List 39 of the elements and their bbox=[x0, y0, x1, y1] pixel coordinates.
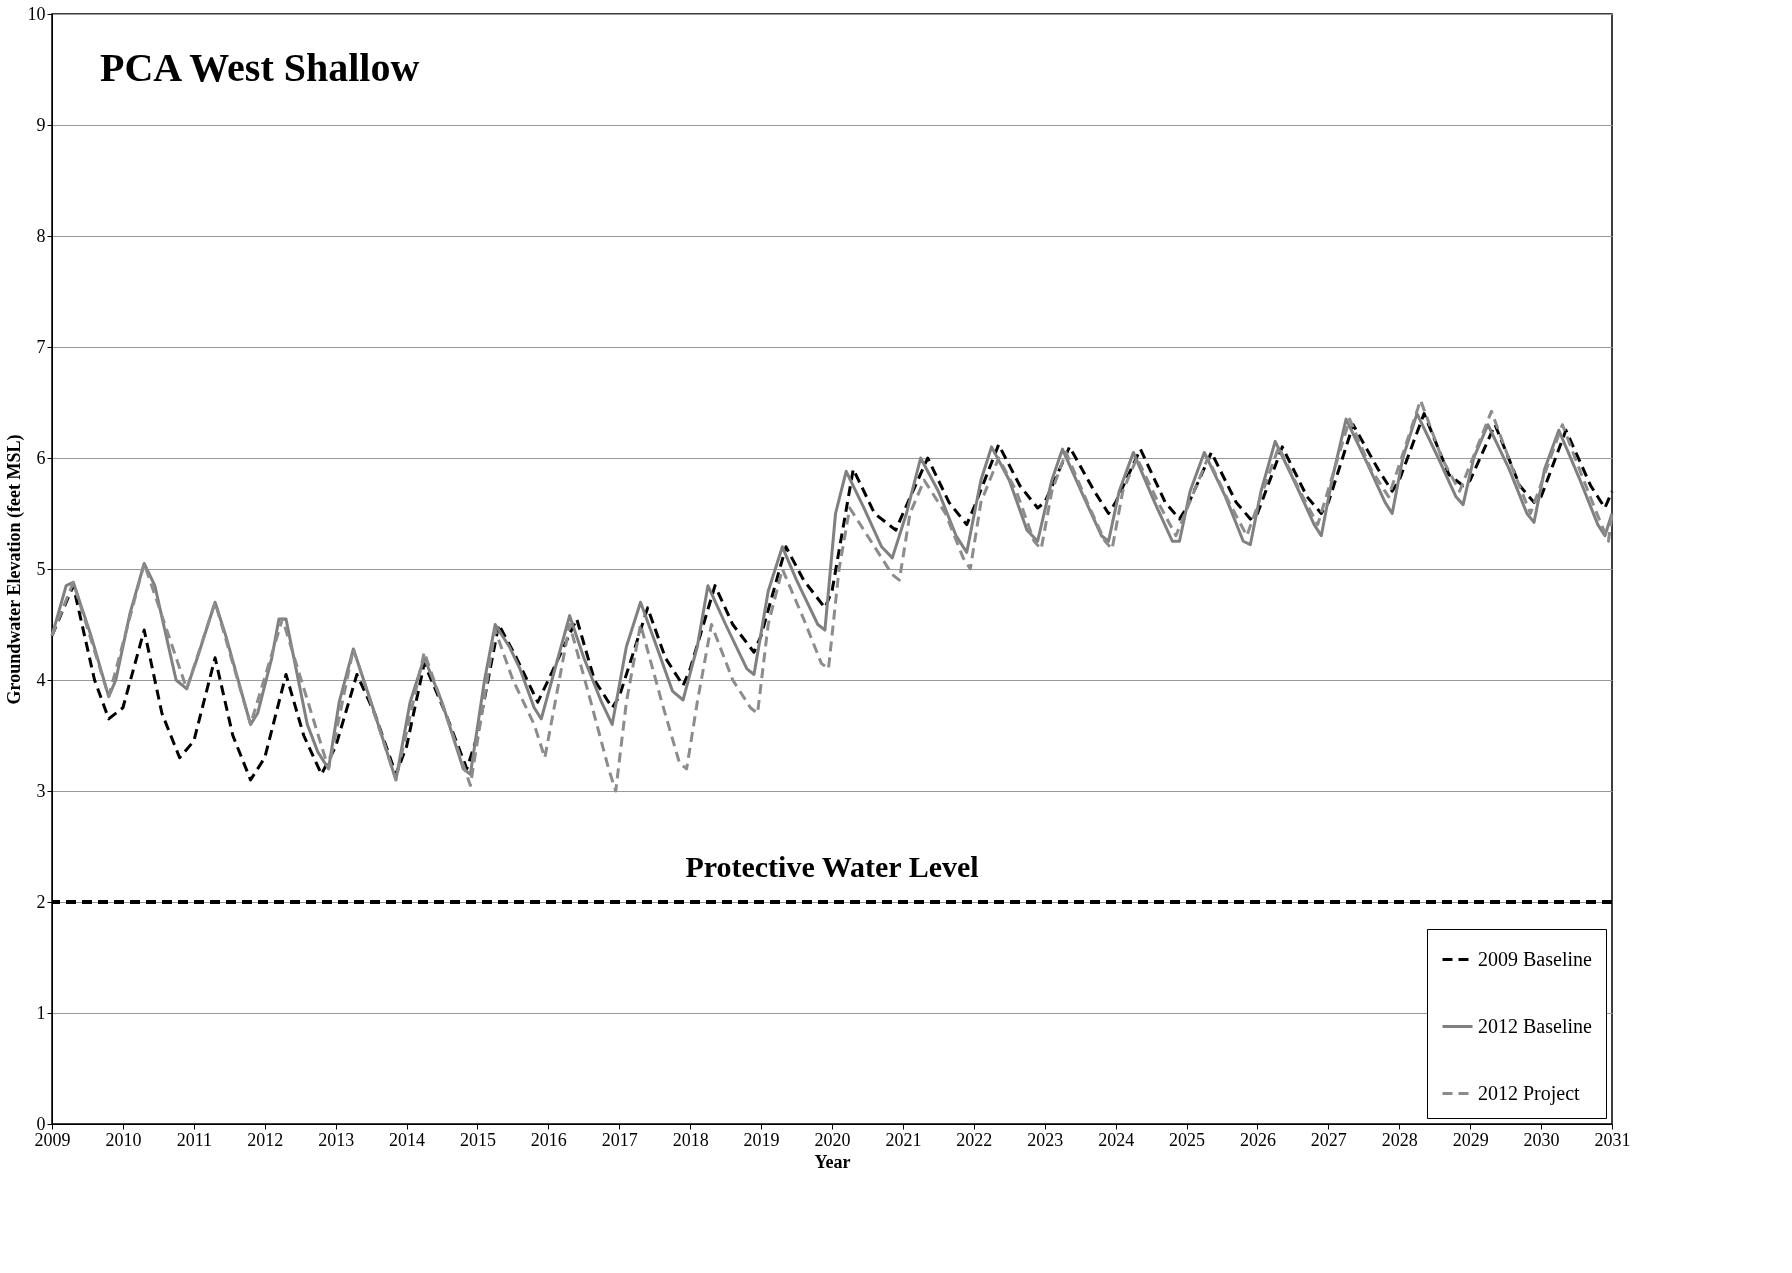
legend-label: 2012 Project bbox=[1478, 1081, 1581, 1105]
x-axis-title: Year bbox=[814, 1151, 851, 1172]
y-tick-label: 8 bbox=[36, 225, 46, 246]
y-tick-label: 3 bbox=[36, 780, 46, 801]
x-tick-label: 2024 bbox=[1098, 1129, 1135, 1150]
x-tick-label: 2010 bbox=[105, 1129, 142, 1150]
legend-label: 2009 Baseline bbox=[1478, 947, 1592, 970]
x-tick-label: 2011 bbox=[176, 1129, 212, 1150]
x-tick-label: 2016 bbox=[530, 1129, 567, 1150]
x-tick-label: 2031 bbox=[1594, 1129, 1631, 1150]
y-axis-title: Groundwater Elevation (feet MSL) bbox=[3, 434, 25, 705]
x-tick-label: 2012 bbox=[247, 1129, 284, 1150]
x-tick-label: 2025 bbox=[1169, 1129, 1206, 1150]
x-tick-label: 2026 bbox=[1239, 1129, 1276, 1150]
x-tick-label: 2014 bbox=[389, 1129, 426, 1150]
text: PCA West Shallow bbox=[100, 45, 420, 90]
x-tick-label: 2027 bbox=[1310, 1129, 1347, 1150]
x-tick-label: 2017 bbox=[601, 1129, 638, 1150]
y-tick-label: 7 bbox=[36, 336, 46, 357]
x-tick-label: 2030 bbox=[1523, 1129, 1560, 1150]
x-tick-label: 2020 bbox=[814, 1129, 851, 1150]
y-tick-label: 4 bbox=[36, 669, 46, 690]
y-tick-label: 6 bbox=[36, 447, 46, 468]
y-tick-label: 9 bbox=[36, 114, 46, 135]
x-tick-label: 2021 bbox=[885, 1129, 922, 1150]
x-tick-label: 2015 bbox=[459, 1129, 496, 1150]
x-tick-label: 2028 bbox=[1381, 1129, 1418, 1150]
ref-line-label: Protective Water Level bbox=[685, 850, 979, 883]
y-tick-label: 5 bbox=[36, 558, 46, 579]
y-tick-label: 2 bbox=[36, 891, 46, 912]
legend-label: 2012 Baseline bbox=[1478, 1014, 1592, 1037]
x-tick-label: 2023 bbox=[1027, 1129, 1064, 1150]
y-tick-label: 10 bbox=[27, 3, 46, 24]
y-tick-label: 1 bbox=[36, 1002, 46, 1023]
x-tick-label: 2019 bbox=[743, 1129, 780, 1150]
x-tick-label: 2018 bbox=[672, 1129, 709, 1150]
x-tick-label: 2029 bbox=[1452, 1129, 1489, 1150]
x-tick-label: 2022 bbox=[956, 1129, 993, 1150]
x-tick-label: 2013 bbox=[318, 1129, 355, 1150]
